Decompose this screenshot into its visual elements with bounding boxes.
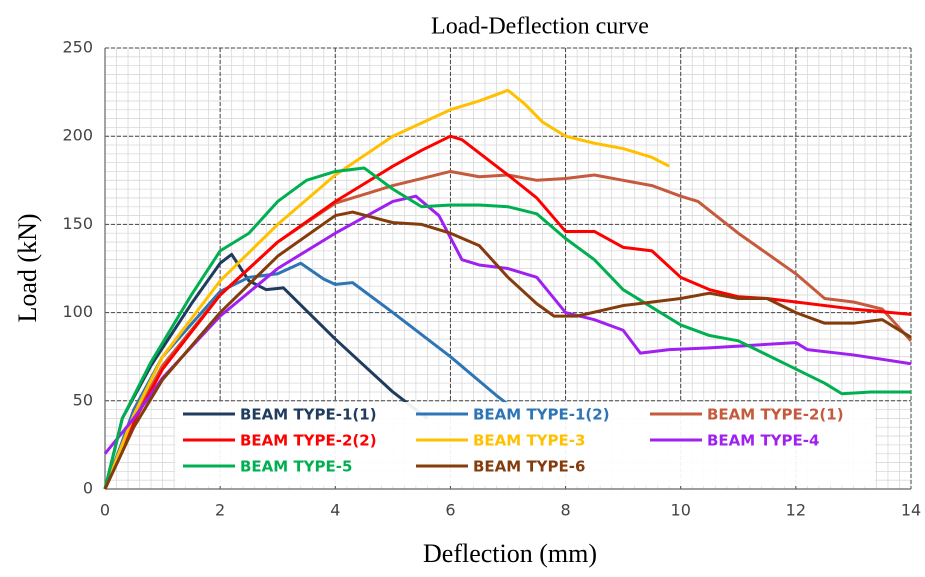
chart-title: Load-Deflection curve — [431, 14, 649, 40]
data-line — [103, 210, 912, 490]
y-tick-label: 100 — [62, 302, 93, 321]
legend-label: BEAM TYPE-5 — [240, 458, 352, 476]
legend-label: BEAM TYPE-2(1) — [707, 406, 844, 424]
x-tick-label: 0 — [100, 501, 110, 520]
x-tick-label: 4 — [330, 501, 340, 520]
data-line — [103, 166, 911, 490]
legend-label: BEAM TYPE-3 — [473, 432, 585, 450]
legend-box — [175, 402, 875, 486]
x-tick-label: 12 — [786, 501, 806, 520]
x-tick-label: 10 — [671, 501, 691, 520]
data-line — [103, 88, 670, 490]
y-tick-label: 0 — [83, 479, 93, 498]
y-axis-label: Load (kN) — [13, 213, 42, 322]
x-tick-label: 6 — [445, 501, 455, 520]
legend-label: BEAM TYPE-6 — [473, 458, 585, 476]
x-tick-label: 14 — [901, 501, 921, 520]
y-tick-label: 150 — [62, 214, 93, 233]
legend: BEAM TYPE-1(1) BEAM TYPE-1(2) BEAM TYPE-2(… — [175, 402, 875, 486]
x-tick-label: 8 — [560, 501, 570, 520]
legend-label: BEAM TYPE-2(2) — [240, 432, 377, 450]
legend-label: BEAM TYPE-4 — [707, 432, 819, 450]
y-tick-label: 50 — [73, 390, 93, 409]
legend-label: BEAM TYPE-1(2) — [473, 406, 610, 424]
x-tick-label: 2 — [215, 501, 225, 520]
y-tick-label: 200 — [62, 126, 93, 145]
y-tick-label: 250 — [62, 38, 93, 57]
x-axis-label: Deflection (mm) — [423, 539, 597, 568]
legend-label: BEAM TYPE-1(1) — [240, 406, 377, 424]
